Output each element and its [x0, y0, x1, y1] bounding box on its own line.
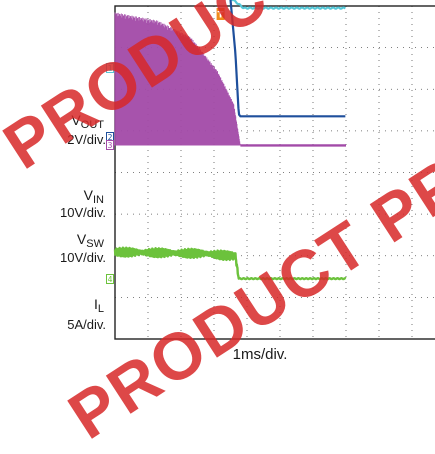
il-label: IL — [93, 296, 104, 315]
vsw-label: VSW — [76, 231, 104, 250]
trigger-marker: T — [216, 8, 225, 21]
graticule-frame — [114, 5, 435, 340]
il-trace — [113, 246, 347, 281]
vin-label: VIN — [83, 187, 104, 206]
vin-trace — [229, 0, 346, 118]
vout-scale: 2V/div. — [67, 132, 106, 147]
oscilloscope-plot: T — [113, 0, 435, 340]
traces — [113, 0, 347, 281]
vout-label: VOUT — [71, 112, 104, 131]
channel-4-marker: 4 — [106, 273, 114, 284]
vout-trace — [230, 0, 346, 10]
trigger-marker-label: T — [218, 11, 225, 21]
trigger-marker-box — [216, 8, 225, 20]
channel-3-marker: 3 — [106, 140, 114, 151]
vin-scale: 10V/div. — [59, 205, 106, 220]
time-scale-label: 1ms/div. — [232, 346, 288, 363]
vsw-scale: 10V/div. — [59, 250, 106, 265]
vsw-switching-burst — [114, 12, 241, 146]
il-scale: 5A/div. — [67, 317, 106, 332]
channel-1-marker: 1 — [106, 63, 114, 74]
